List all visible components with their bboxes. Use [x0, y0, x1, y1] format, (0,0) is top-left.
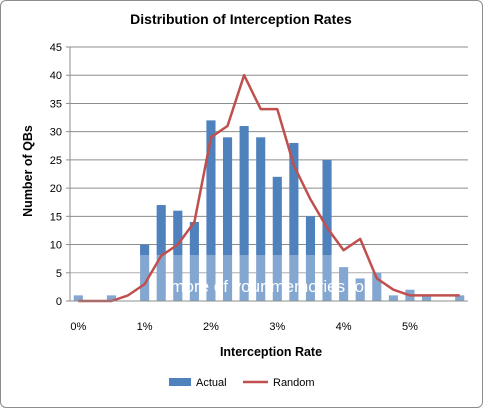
y-tick-label-0: 0 — [56, 296, 62, 308]
x-tick-label-1: 1% — [137, 321, 153, 333]
bar-actual-17 — [355, 278, 365, 301]
y-ticks: 0 5 10 15 20 25 30 35 40 45 — [50, 42, 70, 308]
y-tick-label-2: 10 — [50, 240, 62, 252]
y-tick-label-1: 5 — [56, 268, 62, 280]
x-ticks: 0% 1% 2% 3% 4% 5% — [70, 321, 418, 333]
y-tick-label-8: 40 — [50, 70, 62, 82]
bar-actual-8 — [206, 120, 216, 301]
x-tick-label-0: 0% — [70, 321, 86, 333]
bar-actual-23 — [455, 295, 465, 301]
watermark-text: more of your memories for — [170, 277, 370, 296]
bar-actual-13 — [289, 142, 299, 301]
y-tick-label-9: 45 — [50, 42, 62, 54]
legend: Actual Random — [169, 377, 315, 389]
y-tick-label-5: 25 — [50, 155, 62, 167]
bars — [73, 120, 465, 302]
legend-swatch-actual — [169, 378, 191, 386]
bar-actual-10 — [239, 126, 249, 302]
bar-actual-7 — [189, 221, 199, 301]
x-tick-label-5: 5% — [402, 321, 418, 333]
bar-actual-0 — [73, 295, 83, 301]
bar-actual-16 — [339, 267, 349, 301]
y-tick-label-3: 15 — [50, 211, 62, 223]
bar-actual-21 — [421, 295, 432, 301]
gridlines — [70, 46, 468, 274]
y-tick-label-4: 20 — [50, 183, 62, 195]
line-random — [78, 73, 460, 303]
bar-actual-4 — [140, 244, 150, 301]
watermark-band — [70, 255, 465, 302]
bar-actual-18 — [372, 272, 382, 301]
random-line — [78, 73, 460, 303]
bar-actual-19 — [388, 295, 398, 301]
legend-label-random: Random — [273, 377, 315, 389]
y-tick-label-7: 35 — [50, 98, 62, 110]
bar-actual-9 — [222, 137, 233, 301]
x-tick-label-3: 3% — [269, 321, 285, 333]
bar-actual-14 — [305, 216, 316, 301]
y-axis-label: Number of QBs — [21, 125, 35, 217]
watermark-layer: more of your memories for — [70, 255, 465, 302]
x-tick-label-2: 2% — [203, 321, 219, 333]
bar-actual-15 — [322, 159, 332, 301]
y-tick-label-6: 30 — [50, 127, 62, 139]
chart-title: Distribution of Interception Rates — [130, 11, 352, 27]
axes — [69, 47, 468, 302]
bar-actual-6 — [173, 210, 183, 301]
bar-actual-11 — [256, 137, 266, 301]
bar-actual-2 — [106, 295, 117, 301]
x-axis-label: Interception Rate — [220, 345, 322, 359]
legend-label-actual: Actual — [196, 377, 227, 389]
bar-actual-12 — [272, 176, 282, 301]
bar-actual-5 — [156, 205, 166, 301]
x-tick-label-4: 4% — [336, 321, 352, 333]
